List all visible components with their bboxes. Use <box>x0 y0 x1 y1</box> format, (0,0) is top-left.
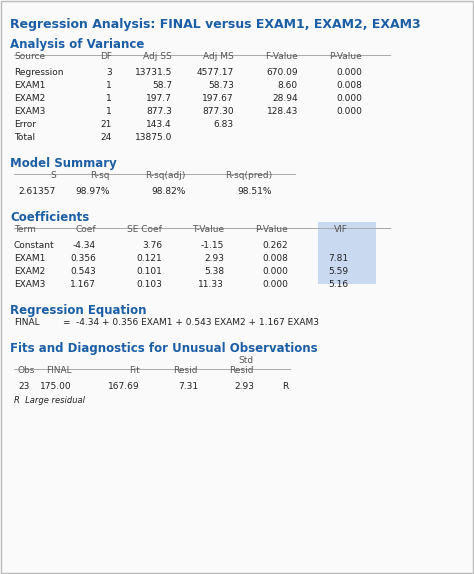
Text: VIF: VIF <box>334 225 348 234</box>
Text: Fit: Fit <box>129 366 140 375</box>
Text: 5.16: 5.16 <box>328 280 348 289</box>
Text: 0.000: 0.000 <box>336 107 362 116</box>
Text: 0.000: 0.000 <box>262 280 288 289</box>
Text: 1: 1 <box>106 81 112 90</box>
Text: 6.83: 6.83 <box>214 120 234 129</box>
Text: 5.59: 5.59 <box>328 267 348 276</box>
Text: T-Value: T-Value <box>192 225 224 234</box>
Text: 0.101: 0.101 <box>136 267 162 276</box>
Text: 0.000: 0.000 <box>336 68 362 77</box>
Text: R-sq(pred): R-sq(pred) <box>225 171 272 180</box>
Text: Regression: Regression <box>14 68 64 77</box>
Text: 143.4: 143.4 <box>146 120 172 129</box>
Text: Resid: Resid <box>173 366 198 375</box>
Text: 0.543: 0.543 <box>70 267 96 276</box>
Text: 197.7: 197.7 <box>146 94 172 103</box>
Text: -4.34 + 0.356 EXAM1 + 0.543 EXAM2 + 1.167 EXAM3: -4.34 + 0.356 EXAM1 + 0.543 EXAM2 + 1.16… <box>76 318 319 327</box>
Text: 128.43: 128.43 <box>266 107 298 116</box>
Text: 28.94: 28.94 <box>273 94 298 103</box>
Text: P-Value: P-Value <box>255 225 288 234</box>
Text: Analysis of Variance: Analysis of Variance <box>10 38 145 51</box>
Text: 0.000: 0.000 <box>262 267 288 276</box>
Text: 4577.17: 4577.17 <box>197 68 234 77</box>
Text: 23: 23 <box>18 382 29 391</box>
Text: 3.76: 3.76 <box>142 241 162 250</box>
Text: 5.38: 5.38 <box>204 267 224 276</box>
Text: 24: 24 <box>101 133 112 142</box>
Text: 0.008: 0.008 <box>336 81 362 90</box>
Text: Term: Term <box>14 225 36 234</box>
Text: Obs: Obs <box>18 366 36 375</box>
Text: FINAL: FINAL <box>46 366 72 375</box>
Text: Model Summary: Model Summary <box>10 157 117 170</box>
Text: 0.103: 0.103 <box>136 280 162 289</box>
Text: EXAM2: EXAM2 <box>14 267 45 276</box>
Text: EXAM3: EXAM3 <box>14 280 46 289</box>
Text: 670.09: 670.09 <box>266 68 298 77</box>
Text: =: = <box>62 318 70 327</box>
Text: 167.69: 167.69 <box>109 382 140 391</box>
Text: 7.31: 7.31 <box>178 382 198 391</box>
Text: 877.30: 877.30 <box>202 107 234 116</box>
Text: 2.93: 2.93 <box>234 382 254 391</box>
Text: 98.97%: 98.97% <box>75 187 110 196</box>
Text: 98.51%: 98.51% <box>237 187 272 196</box>
Text: R: R <box>282 382 288 391</box>
Text: 0.121: 0.121 <box>136 254 162 263</box>
Text: 175.00: 175.00 <box>40 382 72 391</box>
Text: 1.167: 1.167 <box>70 280 96 289</box>
Text: EXAM3: EXAM3 <box>14 107 46 116</box>
Text: -4.34: -4.34 <box>73 241 96 250</box>
Text: F-Value: F-Value <box>265 52 298 61</box>
Text: 0.356: 0.356 <box>70 254 96 263</box>
Text: 13875.0: 13875.0 <box>135 133 172 142</box>
Text: DF: DF <box>100 52 112 61</box>
Text: 0.000: 0.000 <box>336 94 362 103</box>
Text: 58.7: 58.7 <box>152 81 172 90</box>
Text: 11.33: 11.33 <box>198 280 224 289</box>
Text: 7.81: 7.81 <box>328 254 348 263</box>
Text: EXAM1: EXAM1 <box>14 81 46 90</box>
Text: 8.60: 8.60 <box>278 81 298 90</box>
Text: 2.61357: 2.61357 <box>19 187 56 196</box>
Text: Std: Std <box>239 356 254 365</box>
Text: 58.73: 58.73 <box>208 81 234 90</box>
Text: S: S <box>50 171 56 180</box>
Text: Coefficients: Coefficients <box>10 211 89 224</box>
Text: 1: 1 <box>106 107 112 116</box>
Bar <box>318 222 376 284</box>
Text: EXAM2: EXAM2 <box>14 94 45 103</box>
Text: 3: 3 <box>106 68 112 77</box>
Text: SE Coef: SE Coef <box>127 225 162 234</box>
Text: 1: 1 <box>106 94 112 103</box>
Text: Error: Error <box>14 120 36 129</box>
Text: Adj SS: Adj SS <box>143 52 172 61</box>
Text: Source: Source <box>14 52 45 61</box>
Text: Regression Equation: Regression Equation <box>10 304 146 317</box>
Text: 197.67: 197.67 <box>202 94 234 103</box>
Text: -1.15: -1.15 <box>201 241 224 250</box>
Text: Total: Total <box>14 133 35 142</box>
Text: R-sq: R-sq <box>91 171 110 180</box>
Text: 13731.5: 13731.5 <box>135 68 172 77</box>
Text: Adj MS: Adj MS <box>203 52 234 61</box>
Text: 0.262: 0.262 <box>263 241 288 250</box>
Text: 98.82%: 98.82% <box>152 187 186 196</box>
Text: 2.93: 2.93 <box>204 254 224 263</box>
Text: Regression Analysis: FINAL versus EXAM1, EXAM2, EXAM3: Regression Analysis: FINAL versus EXAM1,… <box>10 18 420 31</box>
Text: 0.008: 0.008 <box>262 254 288 263</box>
Text: R  Large residual: R Large residual <box>14 396 85 405</box>
Text: Resid: Resid <box>229 366 254 375</box>
Text: 21: 21 <box>100 120 112 129</box>
Text: Fits and Diagnostics for Unusual Observations: Fits and Diagnostics for Unusual Observa… <box>10 342 318 355</box>
Text: P-Value: P-Value <box>329 52 362 61</box>
Text: R-sq(adj): R-sq(adj) <box>146 171 186 180</box>
Text: Coef: Coef <box>75 225 96 234</box>
Text: Constant: Constant <box>14 241 55 250</box>
Text: EXAM1: EXAM1 <box>14 254 46 263</box>
Text: 877.3: 877.3 <box>146 107 172 116</box>
Text: FINAL: FINAL <box>14 318 40 327</box>
